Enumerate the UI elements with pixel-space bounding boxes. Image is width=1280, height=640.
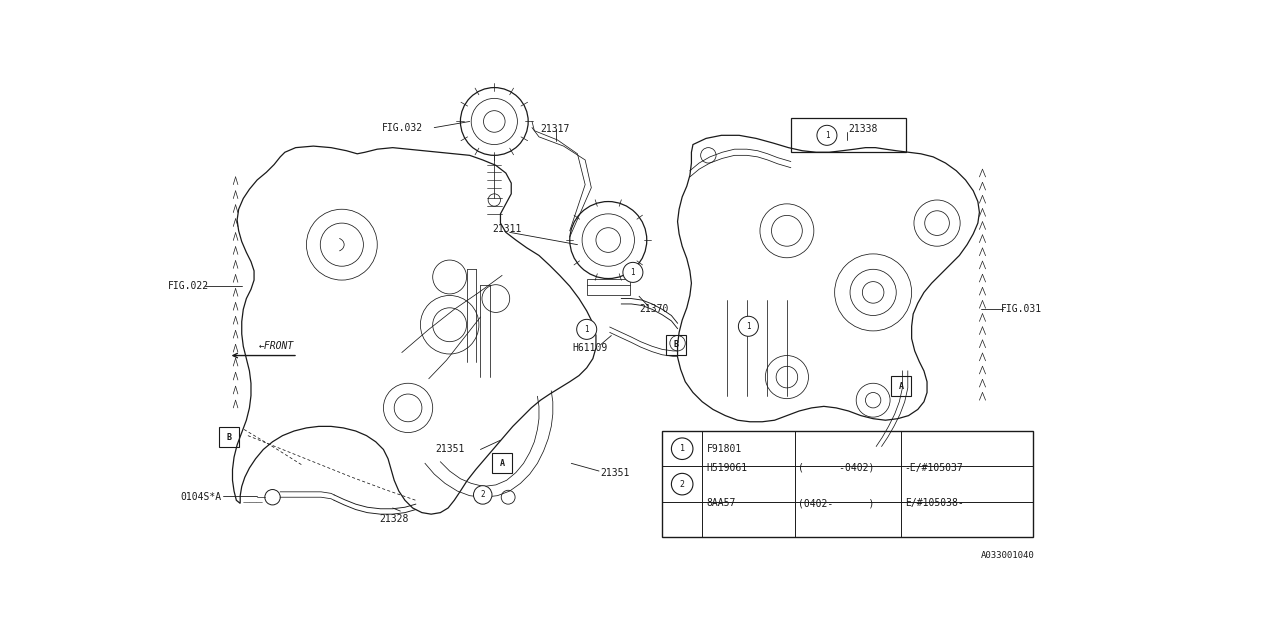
- Bar: [219, 427, 238, 447]
- Text: (0402-      ): (0402- ): [799, 499, 874, 508]
- Text: 1: 1: [746, 322, 750, 331]
- Bar: [662, 431, 1033, 537]
- Text: H519061: H519061: [707, 463, 748, 473]
- Text: (      -0402): ( -0402): [799, 463, 874, 473]
- Text: 2: 2: [480, 490, 485, 499]
- Text: -E/#105037: -E/#105037: [905, 463, 964, 473]
- Circle shape: [623, 262, 643, 282]
- Text: 21338: 21338: [849, 124, 878, 134]
- Circle shape: [474, 486, 492, 504]
- Circle shape: [739, 316, 759, 336]
- Text: A: A: [899, 382, 904, 391]
- Text: 2: 2: [680, 479, 685, 488]
- Text: FIG.031: FIG.031: [1001, 305, 1042, 314]
- Text: 21317: 21317: [540, 124, 570, 134]
- Text: B: B: [227, 433, 232, 442]
- Circle shape: [863, 282, 884, 303]
- Text: 1: 1: [631, 268, 635, 277]
- Text: B: B: [673, 340, 678, 349]
- Text: 1: 1: [585, 325, 589, 334]
- Bar: [666, 335, 686, 355]
- Text: 21351: 21351: [600, 468, 630, 477]
- Text: 21370: 21370: [639, 305, 668, 314]
- Text: 8AA57: 8AA57: [707, 499, 736, 508]
- Circle shape: [817, 125, 837, 145]
- Text: 0104S*A: 0104S*A: [180, 492, 221, 502]
- Text: FIG.022: FIG.022: [168, 281, 209, 291]
- Text: A033001040: A033001040: [980, 551, 1034, 560]
- Text: F91801: F91801: [707, 444, 742, 454]
- Circle shape: [672, 438, 692, 460]
- Bar: [791, 118, 906, 152]
- Text: FIG.032: FIG.032: [381, 123, 422, 132]
- Text: 21311: 21311: [493, 224, 522, 234]
- Bar: [586, 278, 630, 296]
- Text: E/#105038-: E/#105038-: [905, 499, 964, 508]
- Circle shape: [672, 474, 692, 495]
- Text: 1: 1: [824, 131, 829, 140]
- Text: H61109: H61109: [573, 343, 608, 353]
- Text: 1: 1: [680, 444, 685, 453]
- Text: A: A: [499, 459, 504, 468]
- Bar: [891, 376, 911, 396]
- Text: ←FRONT: ←FRONT: [259, 341, 294, 351]
- Bar: [492, 453, 512, 474]
- Circle shape: [577, 319, 596, 339]
- Text: 21351: 21351: [435, 444, 465, 454]
- Text: 21328: 21328: [379, 514, 408, 524]
